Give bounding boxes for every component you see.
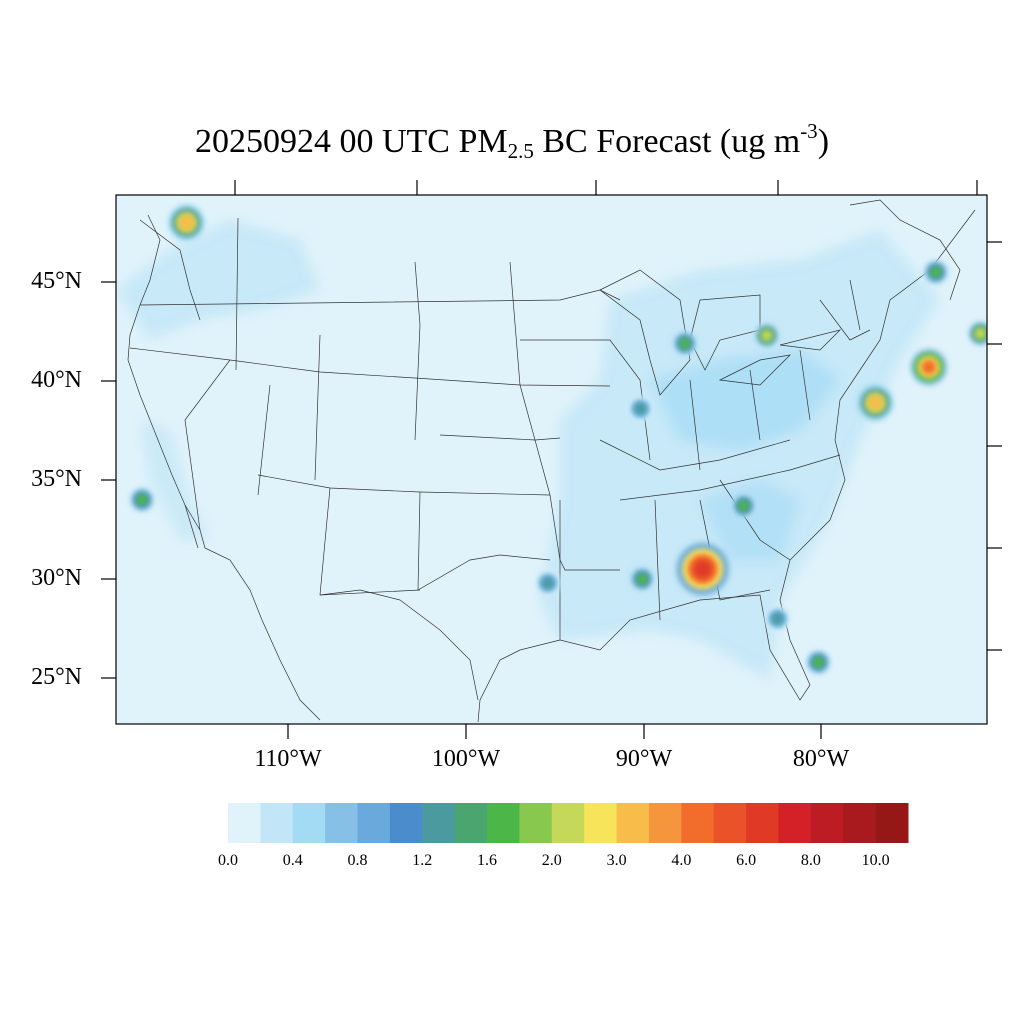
tick-marks (101, 180, 1002, 739)
colorbar-swatch (292, 803, 326, 843)
hotspot-montreal (929, 266, 942, 279)
hotspot-pacific-northwest-smoke (68, 223, 98, 253)
hotspot-tampa (771, 612, 784, 625)
hotspot-chicago (678, 337, 691, 350)
title-superscript: -3 (800, 119, 818, 143)
colorbar-swatch (648, 803, 682, 843)
hotspot-new-york-city (921, 359, 937, 375)
colorbar-swatch (551, 803, 585, 843)
colorbar-label: 0.8 (347, 852, 368, 869)
colorbar-label: 1.2 (412, 852, 433, 869)
hotspot-st-louis (634, 402, 647, 415)
hotspot-los-angeles (136, 493, 148, 506)
lon-label-100w: 100°W (431, 746, 501, 772)
colorbar-label: 0.4 (282, 852, 303, 869)
colorbar-swatch (357, 803, 391, 843)
title-subscript: 2.5 (507, 139, 534, 163)
colorbar-swatch (746, 803, 779, 843)
colorbar (228, 803, 909, 843)
title-prefix: 20250924 00 UTC PM (194, 123, 508, 160)
hotspot-washington-dc (867, 395, 883, 411)
colorbar-swatch (681, 803, 715, 843)
colorbar-swatch (228, 803, 261, 843)
colorbar-swatch (454, 803, 488, 843)
lon-label-90w: 90°W (615, 746, 673, 772)
colorbar-swatch (487, 803, 520, 843)
colorbar-label: 8.0 (800, 852, 821, 869)
hotspot-alabama-fire (693, 559, 713, 579)
lat-label-25: 25°N (31, 664, 82, 690)
colorbar-swatch (260, 803, 294, 843)
colorbar-label: 6.0 (736, 852, 757, 869)
colorbar-swatch (325, 803, 359, 843)
hotspot-atlanta (737, 499, 750, 512)
lat-label-40: 40°N (31, 367, 82, 393)
colorbar-swatch (519, 803, 553, 843)
hotspot-pacific-northwest-smoke (74, 229, 93, 248)
colorbar-swatch (422, 803, 456, 843)
map-frame (115, 194, 988, 725)
colorbar-label: 1.6 (477, 852, 498, 869)
colorbar-swatch (713, 803, 747, 843)
colorbar-swatch (810, 803, 844, 843)
colorbar-swatch (875, 803, 909, 843)
lat-label-30: 30°N (31, 565, 82, 591)
hotspot-miami (812, 656, 825, 669)
map-title: 20250924 00 UTC PM2.5 BC Forecast (ug m-… (0, 120, 1024, 164)
colorbar-swatch (584, 803, 618, 843)
hotspot-boston (974, 327, 987, 340)
lat-label-45: 45°N (31, 268, 82, 294)
colorbar-label: 3.0 (606, 852, 627, 869)
hotspot-houston (541, 577, 554, 589)
colorbar-swatch (389, 803, 423, 843)
colorbar-label: 4.0 (671, 852, 692, 869)
colorbar-label: 10.0 (861, 852, 890, 869)
lon-label-80w: 80°W (792, 746, 850, 772)
title-middle: BC Forecast (ug m (533, 123, 801, 160)
colorbar-label: 2.0 (541, 852, 562, 869)
boundary-lines (127, 199, 976, 723)
lon-label-110w: 110°W (254, 746, 322, 772)
title-suffix: ) (817, 123, 830, 160)
hotspot-layer (57, 204, 987, 675)
colorbar-swatch (843, 803, 877, 843)
hotspot-pacific-northwest-smoke (63, 218, 104, 259)
colorbar-swatch (778, 803, 812, 843)
colorbar-swatch (616, 803, 650, 843)
colorbar-label: 0.0 (218, 852, 238, 869)
hotspot-detroit (760, 329, 773, 342)
hotspot-idaho-plume (179, 215, 194, 231)
hotspot-new-orleans (636, 573, 649, 585)
lat-label-35: 35°N (31, 466, 82, 492)
hotspot-pacific-northwest-smoke (57, 212, 109, 264)
